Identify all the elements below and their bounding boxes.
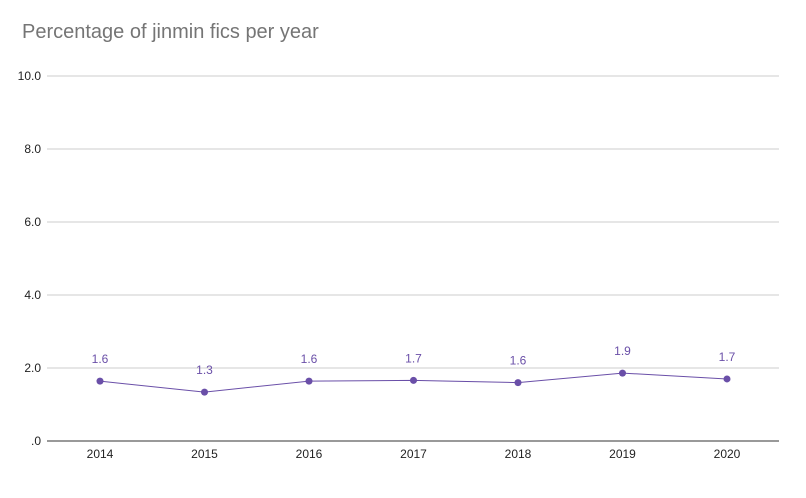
data-labels: 1.6 1.3 1.6 1.7 1.6 1.9 1.7 — [92, 344, 736, 377]
y-tick-label: 8.0 — [24, 142, 41, 156]
x-tick-label: 2017 — [400, 447, 427, 461]
data-label: 1.7 — [719, 350, 736, 364]
x-tick-label: 2016 — [296, 447, 323, 461]
data-point — [305, 377, 313, 385]
data-point — [619, 369, 626, 377]
data-point — [96, 377, 104, 385]
data-label: 1.6 — [301, 352, 318, 366]
y-tick-label: .0 — [31, 434, 41, 448]
data-point — [410, 376, 417, 384]
y-tick-label: 2.0 — [24, 361, 41, 375]
x-tick-label: 2015 — [191, 447, 218, 461]
data-label: 1.3 — [196, 363, 213, 377]
data-label: 1.7 — [405, 351, 422, 365]
x-tick-label: 2019 — [609, 447, 636, 461]
x-tick-label: 2018 — [505, 447, 532, 461]
data-point — [723, 375, 731, 383]
data-points — [96, 369, 731, 396]
x-tick-label: 2014 — [87, 447, 114, 461]
data-label: 1.6 — [510, 354, 527, 368]
y-axis-ticks: .0 2.0 4.0 6.0 8.0 10.0 — [18, 69, 42, 448]
x-axis-ticks: 2014 2015 2016 2017 2018 2019 2020 — [87, 447, 741, 461]
y-tick-label: 4.0 — [24, 288, 41, 302]
y-tick-label: 10.0 — [18, 69, 42, 83]
data-point — [514, 379, 522, 387]
x-tick-label: 2020 — [714, 447, 741, 461]
grid-lines — [47, 75, 779, 442]
y-tick-label: 6.0 — [24, 215, 41, 229]
chart-title: Percentage of jinmin fics per year — [22, 21, 319, 43]
data-point — [201, 388, 208, 396]
data-label: 1.6 — [92, 352, 109, 366]
data-label: 1.9 — [614, 344, 631, 358]
